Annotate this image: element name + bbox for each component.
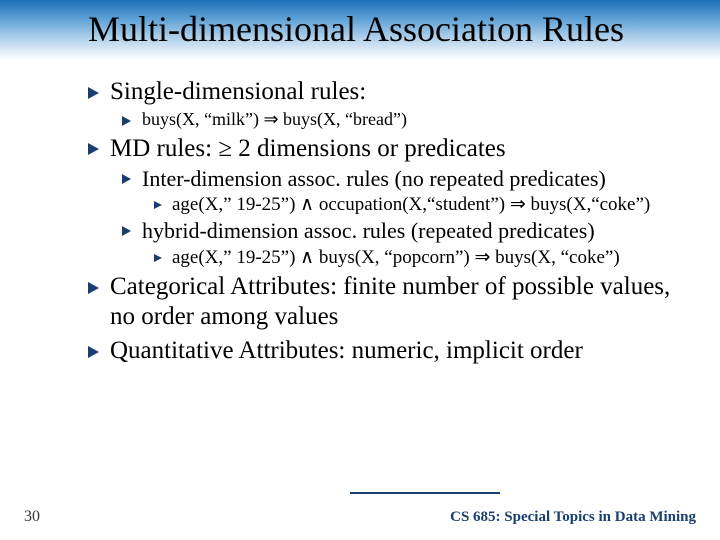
course-label: CS 685: Special Topics in Data Mining <box>450 509 696 526</box>
slide-content: Single-dimensional rules: buys(X, “milk”… <box>0 59 720 366</box>
triangle-icon <box>122 174 131 184</box>
rule-inter-dim: age(X,” 19-25”) ∧ occupation(X,“student”… <box>88 194 672 216</box>
rule-hybrid-dim: age(X,” 19-25”) ∧ buys(X, “popcorn”) ⇒ b… <box>88 247 672 269</box>
rule-text: age(X,” 19-25”) ∧ buys(X, “popcorn”) ⇒ b… <box>172 247 620 268</box>
bullet-categorical: Categorical Attributes: finite number of… <box>88 272 672 332</box>
bullet-quantitative: Quantitative Attributes: numeric, implic… <box>88 336 672 366</box>
bullet-single-dim: Single-dimensional rules: <box>88 77 672 107</box>
footer: 30 CS 685: Special Topics in Data Mining <box>0 492 720 526</box>
triangle-icon <box>154 201 162 209</box>
footer-rule <box>350 492 500 494</box>
bullet-text: Single-dimensional rules: <box>110 78 366 105</box>
slide-title: Multi-dimensional Association Rules <box>0 0 720 51</box>
triangle-icon <box>88 87 99 99</box>
bullet-hybrid-dim: hybrid-dimension assoc. rules (repeated … <box>88 218 672 244</box>
rule-single-dim: buys(X, “milk”) ⇒ buys(X, “bread”) <box>88 109 672 130</box>
triangle-icon <box>88 282 99 294</box>
bullet-text: Quantitative Attributes: numeric, implic… <box>110 337 583 364</box>
triangle-icon <box>88 143 99 155</box>
bullet-text: Inter-dimension assoc. rules (no repeate… <box>142 166 606 191</box>
triangle-icon <box>122 226 131 236</box>
bullet-text: MD rules: ≥ 2 dimensions or predicates <box>110 135 506 162</box>
triangle-icon <box>122 116 131 126</box>
bullet-text: Categorical Attributes: finite number of… <box>110 273 670 330</box>
bullet-inter-dim: Inter-dimension assoc. rules (no repeate… <box>88 166 672 192</box>
rule-text: buys(X, “milk”) ⇒ buys(X, “bread”) <box>142 109 407 129</box>
triangle-icon <box>154 254 162 262</box>
rule-text: age(X,” 19-25”) ∧ occupation(X,“student”… <box>172 194 650 215</box>
page-number: 30 <box>24 508 40 526</box>
triangle-icon <box>88 346 99 358</box>
bullet-md-rules: MD rules: ≥ 2 dimensions or predicates <box>88 134 672 164</box>
bullet-text: hybrid-dimension assoc. rules (repeated … <box>142 218 595 243</box>
